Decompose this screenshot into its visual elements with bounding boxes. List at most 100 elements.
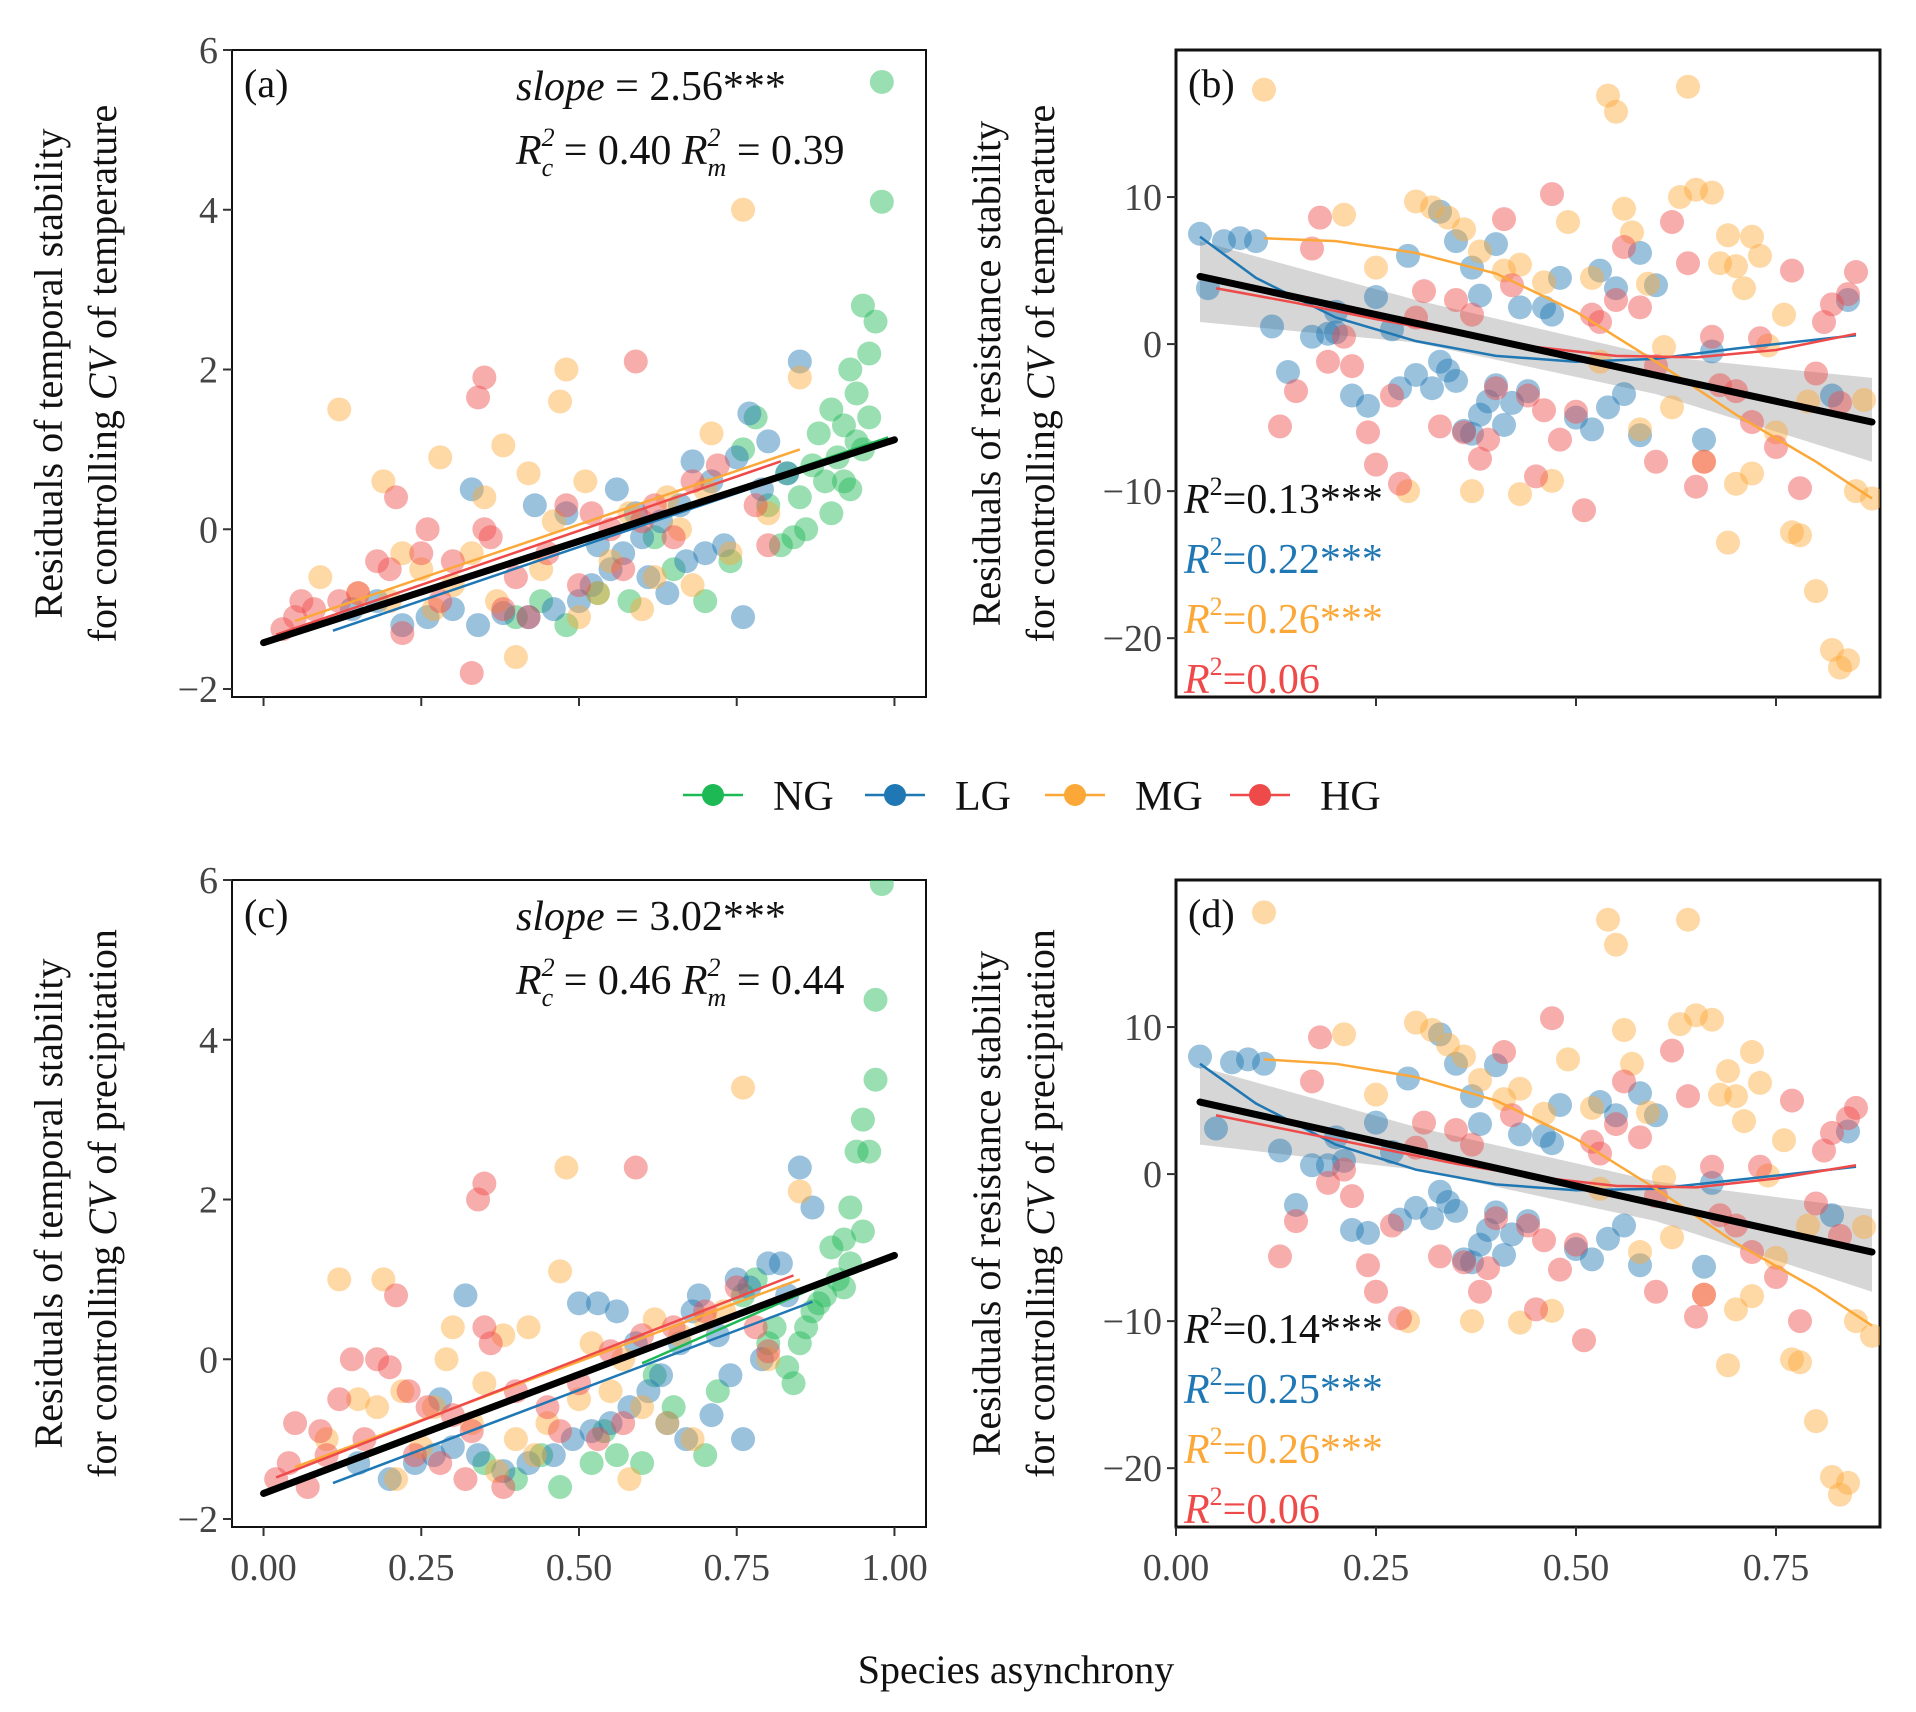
point-ng: [592, 1419, 617, 1444]
point-lg: [800, 1195, 825, 1220]
y-tick-label: 0: [1143, 324, 1162, 366]
plot-area: [260, 69, 898, 686]
point-hg: [1308, 205, 1332, 230]
point-hg: [472, 1315, 497, 1340]
point-hg: [390, 621, 415, 646]
point-ng: [838, 357, 863, 382]
point-lg: [415, 605, 440, 630]
point-hg: [1564, 399, 1588, 424]
point-mg: [548, 389, 573, 414]
point-ng: [756, 493, 781, 518]
point-mg: [787, 1179, 812, 1204]
point-hg: [1364, 1279, 1388, 1304]
point-hg: [384, 1283, 409, 1308]
point-hg: [1644, 449, 1668, 474]
point-mg: [1820, 637, 1844, 662]
point-mg: [1740, 1284, 1764, 1309]
point-mg: [1708, 251, 1732, 276]
point-mg: [1716, 1059, 1740, 1084]
point-ng: [775, 1355, 800, 1380]
point-mg: [484, 589, 509, 614]
y-tick-label: 10: [1124, 1007, 1162, 1049]
point-lg: [604, 1299, 629, 1324]
point-lg: [1468, 402, 1492, 427]
point-hg: [1836, 282, 1860, 307]
point-ng: [529, 589, 554, 614]
point-mg: [642, 565, 667, 590]
point-lg: [1332, 1148, 1356, 1173]
point-lg: [1468, 1112, 1492, 1137]
point-lg: [402, 1451, 427, 1476]
point-lg: [1388, 1207, 1412, 1232]
point-lg: [1492, 1242, 1516, 1267]
fit-line-mg: [1263, 1058, 1873, 1327]
point-mg: [1604, 932, 1628, 957]
point-hg: [1492, 207, 1516, 232]
point-lg: [541, 597, 566, 622]
point-ng: [529, 1443, 554, 1468]
point-lg: [1460, 421, 1484, 446]
fit-line-hg: [275, 1274, 794, 1479]
point-mg: [1532, 270, 1556, 295]
point-mg: [1404, 1010, 1428, 1035]
point-lg: [705, 1323, 730, 1348]
y-tick-label: 6: [199, 30, 218, 72]
point-hg: [1580, 1129, 1604, 1154]
point-mg: [1596, 83, 1620, 108]
point-hg: [302, 597, 327, 622]
r2-overall: R2=0.13***: [1183, 472, 1383, 523]
point-mg: [1660, 1225, 1684, 1250]
point-mg: [308, 565, 333, 590]
point-mg: [1772, 302, 1796, 327]
point-lg: [466, 613, 491, 638]
point-hg: [1300, 1069, 1324, 1094]
point-mg: [390, 541, 415, 566]
x-tick-label: 0.25: [1343, 1547, 1410, 1589]
y-tick-label: 2: [199, 1180, 218, 1222]
legend-key-marker: [1249, 784, 1271, 806]
point-hg: [1460, 302, 1484, 327]
point-lg: [1612, 382, 1636, 407]
point-lg: [560, 1427, 585, 1452]
point-hg: [1612, 1069, 1636, 1094]
point-mg: [1692, 449, 1716, 474]
point-ng: [604, 1443, 629, 1468]
point-mg: [1612, 1017, 1636, 1042]
point-mg: [1788, 523, 1812, 548]
point-hg: [1524, 1297, 1548, 1322]
point-lg: [636, 565, 661, 590]
x-tick-label: 1.00: [861, 1547, 928, 1589]
point-lg: [724, 445, 749, 470]
point-mg: [1396, 479, 1420, 504]
point-mg: [1332, 1022, 1356, 1047]
point-hg: [1316, 1170, 1340, 1195]
point-mg: [1596, 907, 1620, 932]
point-ng: [794, 517, 819, 542]
point-lg: [1260, 314, 1284, 339]
point-lg: [1692, 1254, 1716, 1279]
point-mg: [1452, 1044, 1476, 1069]
point-lg: [1340, 383, 1364, 408]
point-hg: [1380, 1213, 1404, 1238]
point-lg: [390, 613, 415, 638]
point-lg: [1548, 1092, 1572, 1117]
point-mg: [1620, 1051, 1644, 1076]
point-lg: [1452, 418, 1476, 443]
point-ng: [781, 525, 806, 550]
point-lg: [1588, 1090, 1612, 1115]
point-hg: [327, 1387, 352, 1412]
point-lg: [1628, 240, 1652, 265]
point-ng: [781, 1371, 806, 1396]
point-mg: [1468, 1067, 1492, 1092]
point-hg: [1452, 1250, 1476, 1275]
point-hg: [1428, 414, 1452, 439]
point-lg: [712, 533, 737, 558]
point-lg: [604, 477, 629, 502]
point-mg: [1828, 655, 1852, 680]
point-lg: [1516, 1209, 1540, 1234]
point-ng: [661, 1395, 686, 1420]
point-lg: [756, 1251, 781, 1276]
point-lg: [1220, 1050, 1244, 1075]
point-ng: [794, 1315, 819, 1340]
